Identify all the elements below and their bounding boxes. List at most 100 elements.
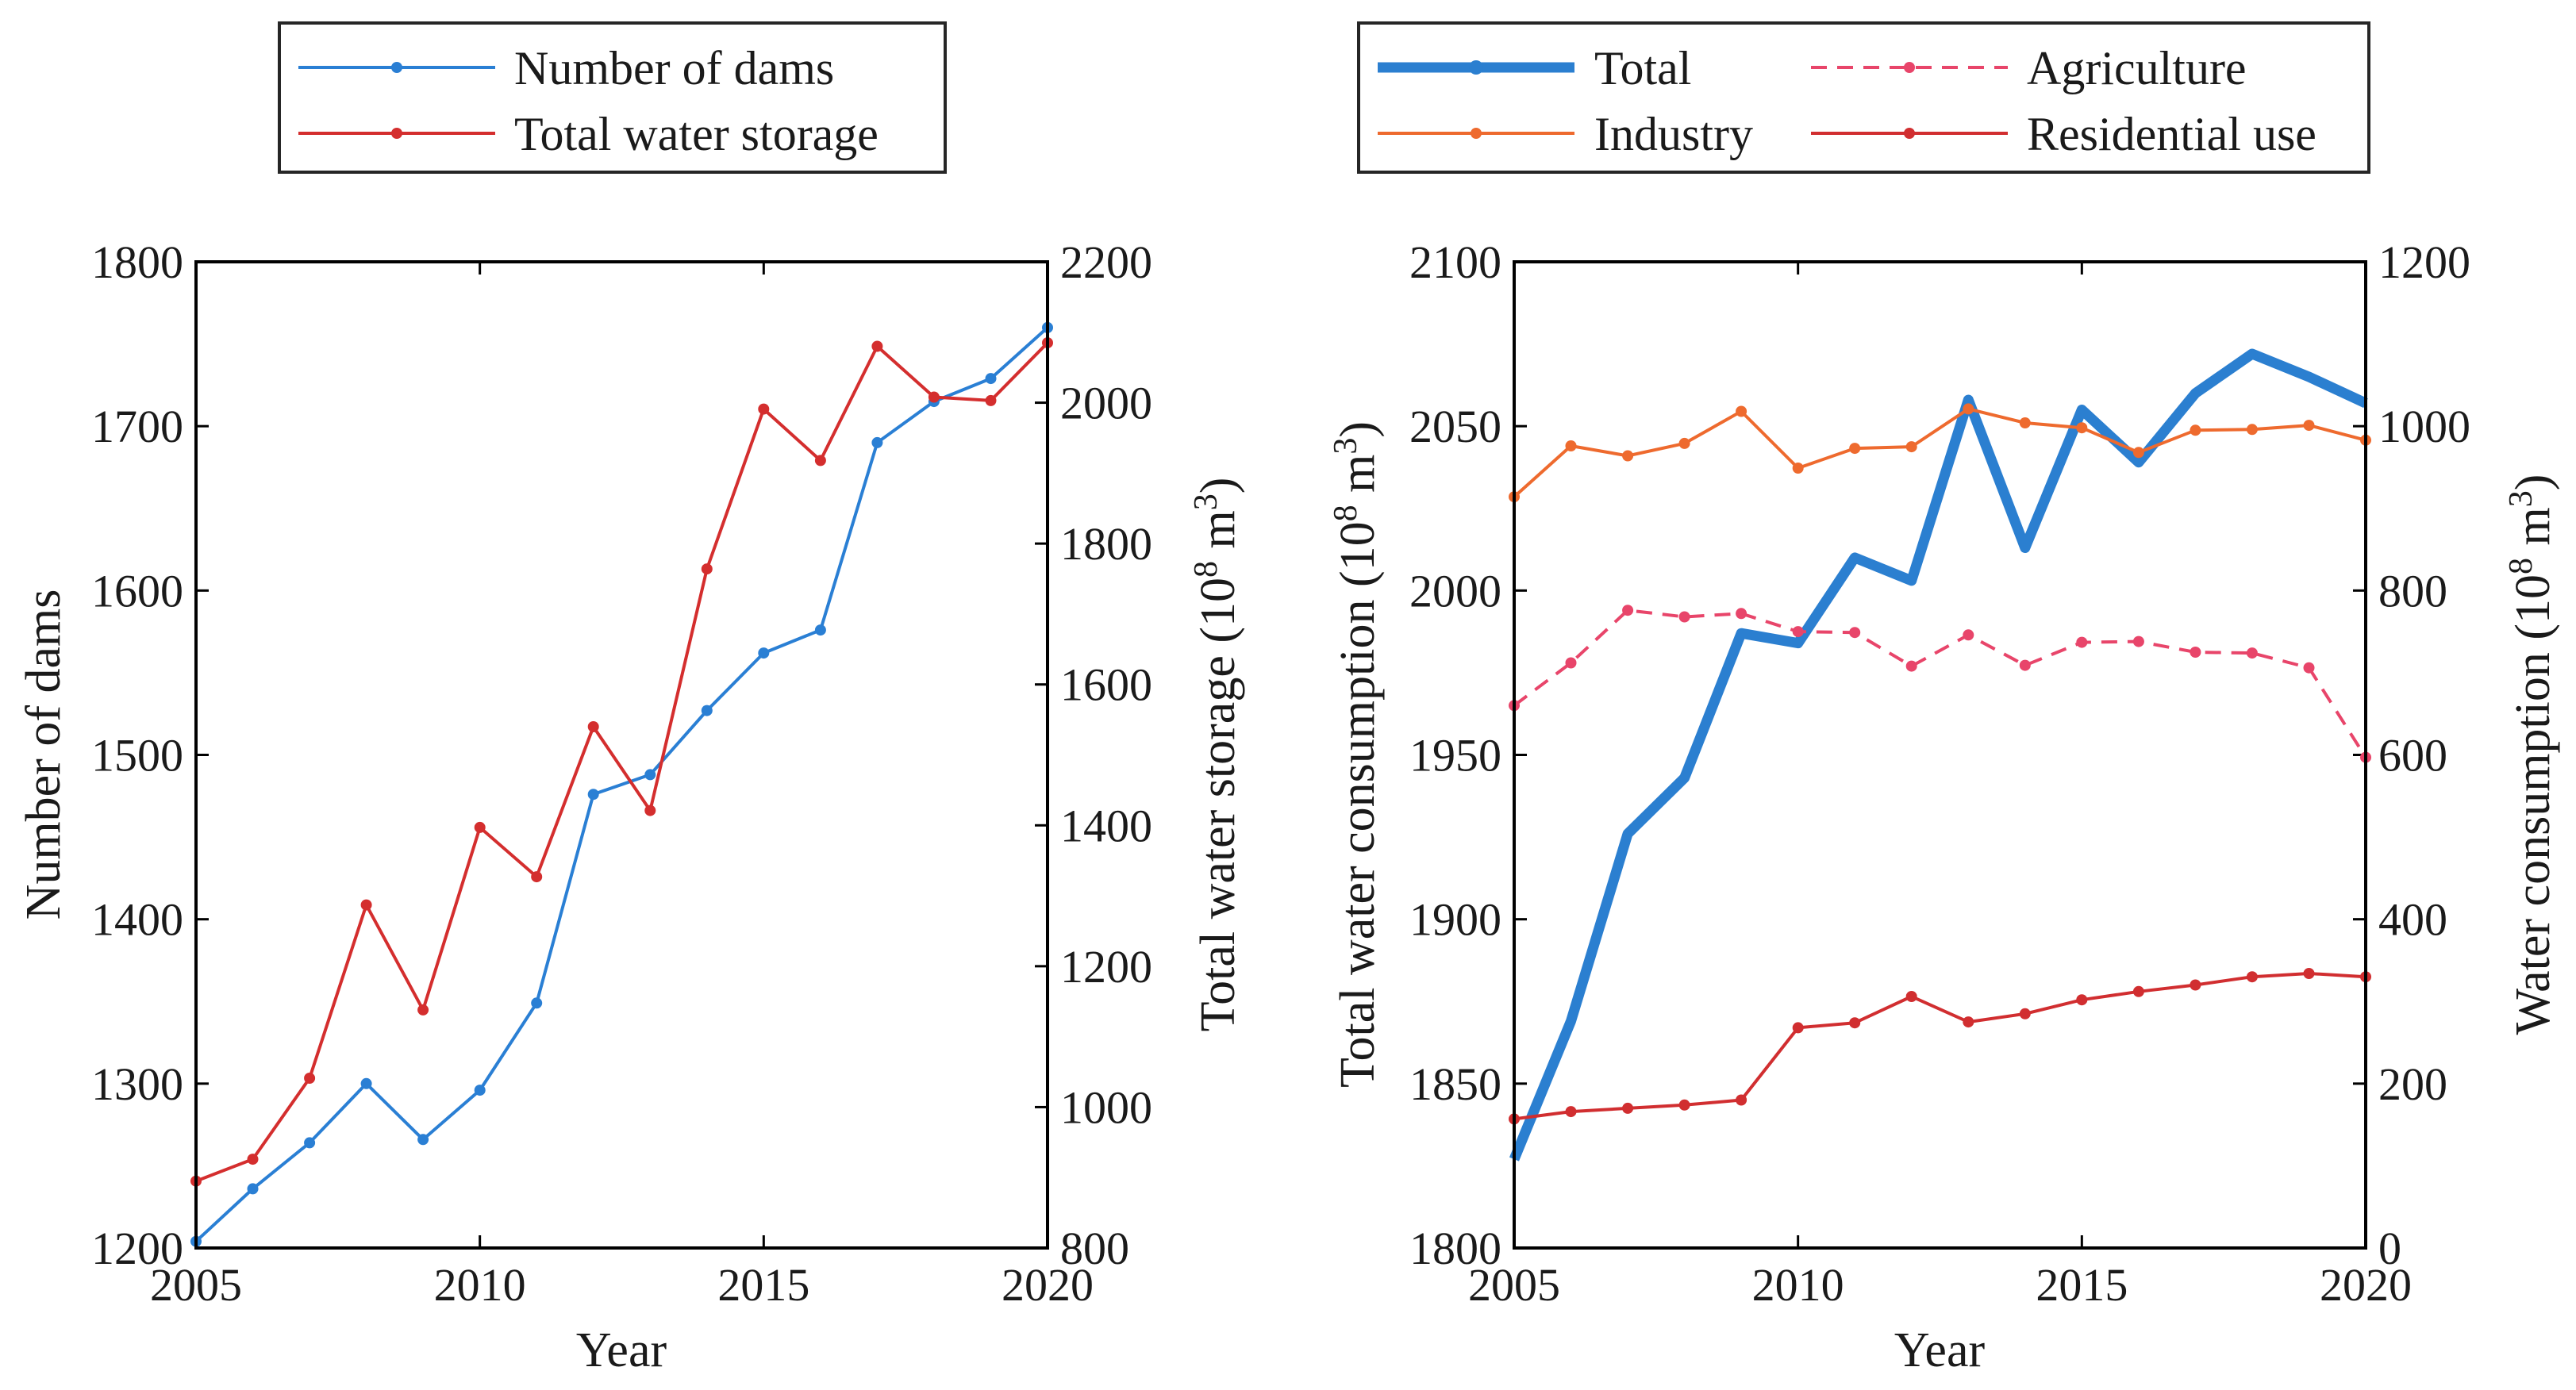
left-axes-ticks: 2005 2010 2015 2020 1200 1300 1400 1500 1600 1700…: [91, 236, 1152, 1311]
series-line-total: [1509, 348, 2368, 1162]
data-point-total-water-storage: [758, 403, 770, 415]
data-point-industry: [1963, 403, 1974, 415]
left-chart-panel: Number of dams Total water storage 2005 2…: [17, 21, 1245, 1377]
data-point-number-of-dams: [814, 624, 826, 636]
data-point-agriculture: [2246, 647, 2258, 659]
right-y2-tick-label: 800: [2378, 565, 2447, 616]
right-y-axis-label: Total water consumption (108 m3): [1328, 421, 1385, 1088]
legend-entry-total: Total: [1378, 42, 1691, 94]
left-y-tick-label: 1200: [91, 1223, 183, 1274]
legend-marker-industry: [1471, 128, 1482, 139]
left-y2-label-close: ): [1191, 478, 1245, 494]
left-y2-axis-label: Total water storage (108 m3): [1188, 478, 1245, 1032]
data-point-residential-use: [1792, 1022, 1804, 1034]
data-point-agriculture: [2190, 647, 2201, 658]
data-point-residential-use: [2190, 979, 2201, 991]
right-y2-axis-label: Water consumption (108 m3): [2503, 474, 2560, 1035]
data-point-industry: [1565, 440, 1577, 451]
legend-entry-number-of-dams: Number of dams: [298, 42, 834, 94]
right-y2-label-main: Water consumption (10: [2506, 574, 2560, 1035]
data-point-industry: [2246, 424, 2258, 436]
data-point-total-water-storage: [304, 1073, 316, 1084]
legend-label-industry: Industry: [1594, 108, 1753, 160]
data-point-total-water-storage: [247, 1154, 259, 1165]
legend-label-total: Total: [1594, 42, 1691, 94]
left-y-tick-label: 1500: [91, 730, 183, 781]
left-x-axis-label: Year: [576, 1323, 667, 1377]
left-y2-tick-label: 1200: [1060, 941, 1152, 993]
left-series-layer: [190, 321, 1053, 1247]
right-y-label-unit: m: [1331, 455, 1385, 505]
right-y-tick-label: 1900: [1409, 894, 1501, 946]
right-y2-tick-label: 1200: [2378, 236, 2470, 288]
data-point-industry: [2190, 424, 2201, 436]
data-point-number-of-dams: [587, 789, 599, 801]
left-plot-frame: [194, 260, 1049, 1250]
series-line-agriculture: [1513, 609, 2367, 758]
left-y2-label-unit: m: [1191, 510, 1245, 561]
right-y-label-exp: 8: [1328, 505, 1364, 521]
left-y2-tick-label: 1800: [1060, 518, 1152, 570]
right-y-tick-label: 1850: [1409, 1058, 1501, 1110]
left-legend-box: [278, 21, 947, 174]
left-x-tick-label: 2010: [434, 1259, 526, 1311]
data-point-industry: [2019, 417, 2031, 428]
data-point-number-of-dams: [644, 769, 656, 781]
data-point-agriculture: [2303, 662, 2315, 674]
right-legend-box: [1357, 21, 2370, 174]
left-legend: Number of dams Total water storage: [278, 21, 947, 174]
data-point-industry: [1905, 441, 1917, 453]
data-point-residential-use: [1622, 1102, 1634, 1114]
data-point-residential-use: [1565, 1106, 1577, 1118]
left-y2-tick-label: 2200: [1060, 236, 1152, 288]
right-y2-tick-label: 1000: [2378, 401, 2470, 452]
data-point-industry: [1849, 443, 1861, 455]
left-y2-tick-label: 2000: [1060, 378, 1152, 429]
legend-marker-total: [1469, 60, 1483, 75]
legend-marker-agriculture: [1904, 62, 1915, 73]
right-chart-panel: Total Agriculture Industry Residential u…: [1328, 21, 2560, 1377]
left-y-tick-label: 1300: [91, 1058, 183, 1110]
data-point-number-of-dams: [304, 1137, 316, 1149]
right-y2-label-exp: 8: [2503, 558, 2539, 574]
data-point-number-of-dams: [474, 1085, 486, 1096]
legend-marker-number-of-dams: [391, 62, 402, 73]
left-y2-tick-label: 1400: [1060, 800, 1152, 851]
data-point-total-water-storage: [531, 871, 543, 883]
data-point-total-water-storage: [360, 899, 372, 911]
left-x-tick-label: 2005: [150, 1259, 242, 1311]
data-point-number-of-dams: [360, 1077, 372, 1089]
left-y2-label-unit-exp: 3: [1188, 493, 1225, 510]
legend-entry-agriculture: Agriculture: [1811, 42, 2247, 94]
right-axes-ticks: 2005 2010 2015 2020180018501900195020002050…: [1409, 236, 2470, 1311]
left-x-tick-label: 2015: [717, 1259, 809, 1311]
data-point-industry: [2132, 447, 2144, 459]
series-line-number-of-dams: [194, 326, 1049, 1243]
legend-marker-total-water-storage: [391, 128, 402, 139]
right-y2-tick-label: 400: [2378, 894, 2447, 946]
data-point-residential-use: [1678, 1099, 1690, 1111]
left-y-tick-label: 1400: [91, 894, 183, 946]
legend-marker-residential-use: [1904, 128, 1915, 139]
right-legend: Total Agriculture Industry Residential u…: [1357, 21, 2370, 174]
right-x-axis-label: Year: [1894, 1323, 1986, 1377]
data-point-residential-use: [2246, 971, 2258, 983]
data-point-total-water-storage: [985, 394, 997, 406]
data-point-residential-use: [1849, 1017, 1861, 1029]
left-y2-tick-label: 800: [1060, 1223, 1129, 1274]
data-point-residential-use: [1905, 991, 1917, 1002]
series-line-industry: [1513, 407, 2366, 498]
data-point-total-water-storage: [417, 1004, 429, 1016]
right-x-tick-label: 2005: [1468, 1259, 1560, 1311]
data-point-total-water-storage: [587, 721, 599, 732]
right-y2-label-unit: m: [2506, 507, 2560, 558]
data-point-industry: [1678, 437, 1690, 449]
data-point-agriculture: [1565, 657, 1577, 669]
left-y-axis-label: Number of dams: [17, 589, 71, 920]
legend-label-agriculture: Agriculture: [2027, 42, 2247, 94]
data-point-total-water-storage: [701, 563, 713, 575]
data-point-agriculture: [1792, 626, 1804, 638]
data-point-agriculture: [1622, 605, 1634, 616]
data-point-industry: [2076, 422, 2088, 434]
